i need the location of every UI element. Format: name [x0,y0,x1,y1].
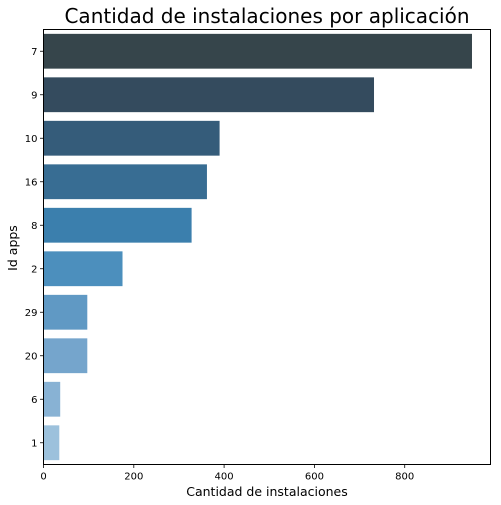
x-tick-label: 400 [215,472,234,483]
y-tick-label: 6 [31,395,37,406]
y-axis-title: Id apps [5,225,20,271]
y-tick-label: 2 [31,264,37,275]
y-tick-label: 9 [31,90,37,101]
bar-1 [43,425,60,461]
y-tick-label: 10 [25,134,38,145]
y-tick-label: 1 [31,438,37,449]
x-tick-label: 800 [395,472,414,483]
bar-8 [43,207,192,243]
bar-29 [43,294,88,330]
x-tick-label: 0 [40,472,46,483]
bar-10 [43,120,220,156]
bars-group [43,33,472,461]
y-tick-label: 20 [25,351,38,362]
chart-title: Cantidad de instalaciones por aplicación [64,4,469,28]
x-tick-label: 200 [124,472,143,483]
plot-frame [43,29,491,465]
x-axis-title: Cantidad de instalaciones [186,484,348,499]
x-axis-ticks: 0 200 400 600 800 [40,464,414,483]
y-tick-label: 16 [25,177,38,188]
y-tick-label: 7 [31,47,37,58]
bar-6 [43,381,61,417]
y-tick-label: 8 [31,221,37,232]
bar-20 [43,338,88,374]
bar-2 [43,251,123,287]
bar-16 [43,164,207,200]
y-tick-label: 29 [25,308,38,319]
y-axis-ticks: 7 9 10 16 8 2 29 20 6 1 [25,47,44,449]
x-tick-label: 600 [305,472,324,483]
bar-9 [43,77,375,113]
bar-7 [43,33,472,69]
